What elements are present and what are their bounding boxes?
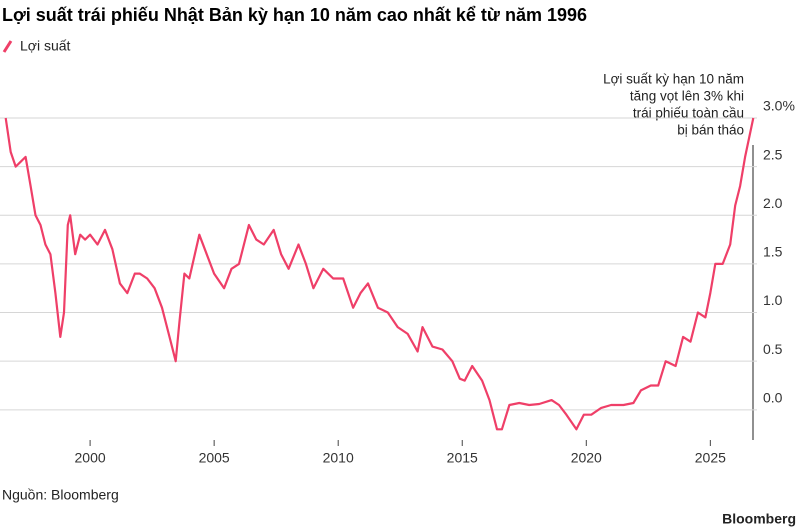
annotation: tăng vọt lên 3% khi [630, 89, 744, 104]
annotation: bị bán tháo [677, 123, 744, 138]
y-tick-label: 2.5 [763, 146, 783, 162]
y-tick-label: 2.0 [763, 195, 783, 211]
x-tick-label: 2000 [75, 450, 106, 466]
x-tick-label: 2010 [323, 450, 354, 466]
x-tick-label: 2015 [447, 450, 478, 466]
source: Nguồn: Bloomberg [2, 487, 119, 503]
y-tick-label: 1.0 [763, 292, 783, 308]
brand: Bloomberg [722, 511, 796, 527]
x-tick-label: 2005 [199, 450, 230, 466]
annotation: trái phiếu toàn cầu [633, 106, 744, 121]
x-tick-label: 2020 [571, 450, 602, 466]
y-tick-label: 1.5 [763, 244, 783, 260]
x-tick-label: 2025 [695, 450, 726, 466]
line-series [4, 117, 755, 431]
legend-swatch [2, 40, 13, 53]
y-tick-label: 3.0% [763, 98, 795, 114]
y-tick-label: 0.5 [763, 341, 783, 357]
y-tick-label: 0.0 [763, 390, 783, 406]
chart-title: Lợi suất trái phiếu Nhật Bản kỳ hạn 10 n… [2, 5, 587, 25]
annotation: Lợi suất kỳ hạn 10 năm [603, 72, 744, 87]
legend-label: Lợi suất [20, 38, 71, 54]
